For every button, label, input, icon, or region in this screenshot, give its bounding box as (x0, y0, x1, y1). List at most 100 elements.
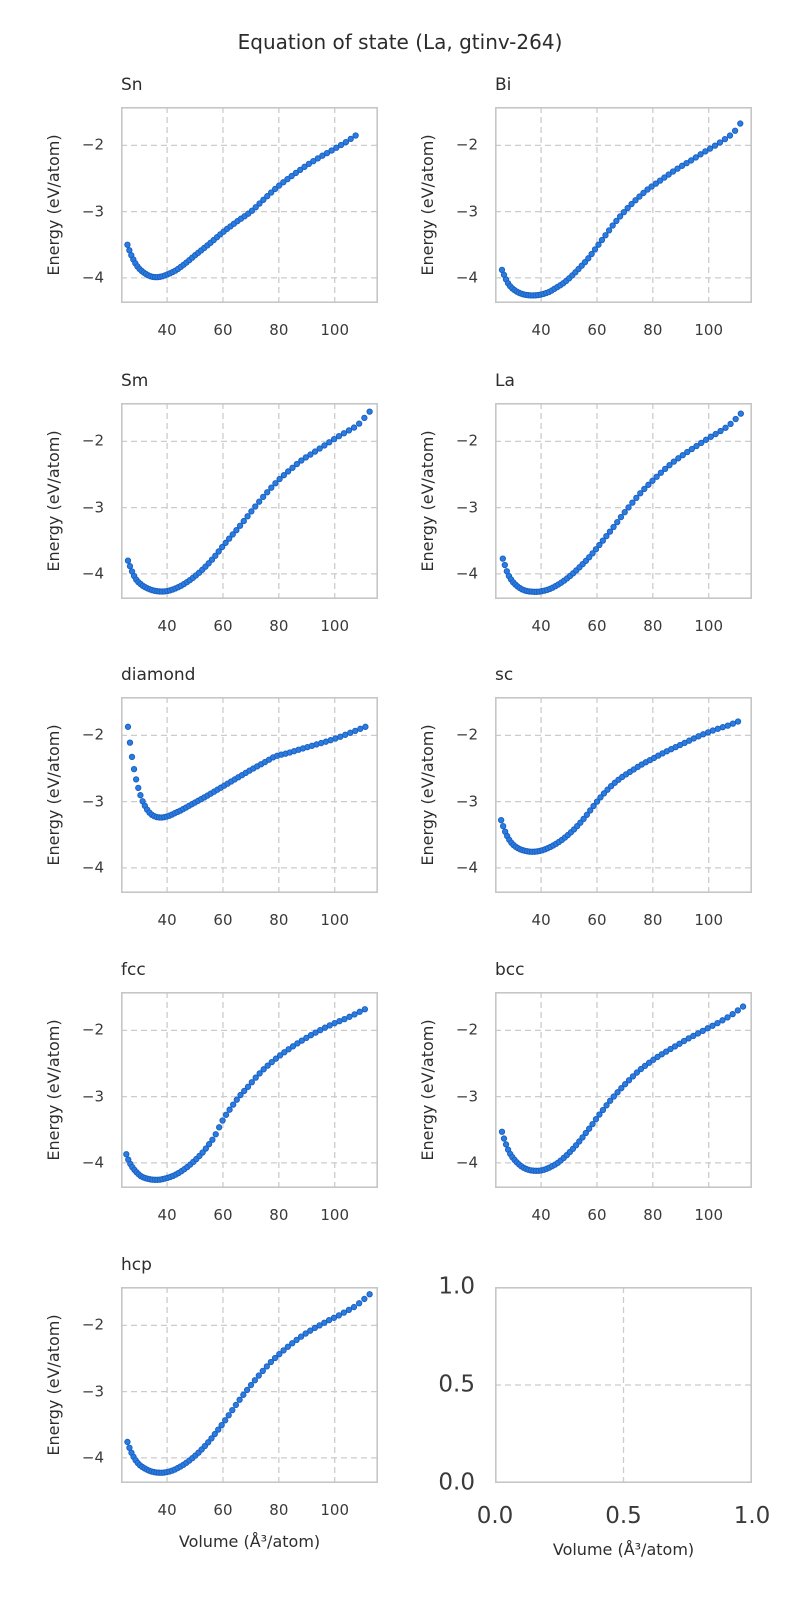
x-tick-label: 40 (531, 1206, 551, 1224)
x-tick-label: 40 (157, 1501, 177, 1519)
x-tick-label: 80 (643, 911, 663, 929)
scatter-series (498, 120, 744, 299)
x-tick-label: 100 (320, 911, 350, 929)
x-tick-label: 100 (694, 911, 724, 929)
y-tick-label: −4 (81, 564, 104, 583)
plot-border (121, 992, 378, 1188)
subplot-title: fcc (121, 960, 146, 980)
grid-lines (121, 697, 378, 893)
y-tick-label: −3 (455, 792, 478, 811)
y-tick-label: −2 (81, 1020, 104, 1039)
grid-lines (495, 107, 752, 303)
x-tick-label: 100 (320, 1206, 350, 1224)
x-tick-label: 60 (587, 911, 607, 929)
plot-border (121, 403, 378, 599)
scatter-series (499, 410, 744, 595)
x-tick-label: 60 (587, 617, 607, 635)
scatter-series (124, 408, 373, 595)
y-tick-label: −2 (455, 135, 478, 154)
grid-lines (495, 1287, 752, 1483)
y-tick-label: −4 (455, 858, 478, 877)
x-tick-label: 40 (157, 321, 177, 339)
x-tick-label: 40 (531, 321, 551, 339)
scatter-series (124, 132, 359, 281)
y-tick-label: −4 (455, 1153, 478, 1172)
x-tick-label: 0.0 (476, 1503, 514, 1529)
y-tick-label: −3 (455, 202, 478, 221)
x-tick-label: 40 (531, 911, 551, 929)
plot-border (121, 697, 378, 893)
figure-title: Equation of state (La, gtinv-264) (237, 30, 563, 54)
y-tick-label: −3 (81, 1087, 104, 1106)
scatter-series (498, 1003, 747, 1174)
plot-area (121, 1287, 378, 1483)
x-tick-label: 60 (213, 321, 233, 339)
subplot-title: Sn (121, 75, 143, 95)
y-tick-label: 0.5 (438, 1371, 475, 1398)
y-tick-label: −2 (455, 431, 478, 450)
x-tick-label: 80 (643, 321, 663, 339)
grid-lines (121, 403, 378, 599)
x-tick-label: 60 (213, 617, 233, 635)
plot-area (121, 403, 378, 599)
subplot-title: La (495, 371, 515, 391)
y-tick-label: 0.0 (438, 1469, 475, 1496)
x-tick-label: 60 (213, 911, 233, 929)
subplot-title: hcp (121, 1255, 152, 1275)
plot-border (495, 107, 752, 303)
grid-lines (121, 992, 378, 1188)
plot-area (121, 107, 378, 303)
x-tick-label: 80 (269, 1501, 289, 1519)
y-tick-label: −2 (455, 1020, 478, 1039)
plot-border (495, 1287, 752, 1483)
x-tick-label: 100 (320, 321, 350, 339)
y-tick-label: −2 (455, 725, 478, 744)
subplot-title: Sm (121, 371, 149, 391)
x-tick-label: 100 (694, 321, 724, 339)
x-tick-label: 40 (157, 617, 177, 635)
x-axis-label: Volume (Å³/atom) (552, 1540, 695, 1559)
plot-area (121, 697, 378, 893)
plot-area (495, 992, 752, 1188)
x-tick-label: 60 (213, 1501, 233, 1519)
x-tick-label: 40 (157, 911, 177, 929)
y-tick-label: −3 (81, 498, 104, 517)
y-tick-label: −2 (81, 431, 104, 450)
x-tick-label: 80 (269, 617, 289, 635)
plot-border (495, 403, 752, 599)
y-tick-label: −3 (81, 792, 104, 811)
y-tick-label: 1.0 (438, 1273, 475, 1300)
x-tick-label: 80 (269, 321, 289, 339)
x-tick-label: 60 (587, 1206, 607, 1224)
plot-area (121, 992, 378, 1188)
x-tick-label: 80 (269, 1206, 289, 1224)
plot-border (495, 697, 752, 893)
plot-area (495, 697, 752, 893)
x-tick-label: 40 (157, 1206, 177, 1224)
scatter-series (123, 1006, 369, 1183)
y-tick-label: −3 (81, 1382, 104, 1401)
grid-lines (495, 697, 752, 893)
subplot-title: sc (495, 665, 514, 685)
y-tick-label: −4 (81, 1448, 104, 1467)
x-tick-label: 60 (213, 1206, 233, 1224)
x-axis-label: Volume (Å³/atom) (178, 1532, 321, 1551)
scatter-series (498, 718, 742, 855)
subplot-title: diamond (121, 665, 196, 685)
y-tick-label: −4 (81, 1153, 104, 1172)
grid-lines (121, 107, 378, 303)
x-tick-label: 60 (587, 321, 607, 339)
x-tick-label: 80 (269, 911, 289, 929)
plot-area (495, 107, 752, 303)
scatter-series (124, 723, 369, 821)
x-tick-label: 100 (694, 617, 724, 635)
plot-area (495, 1287, 752, 1483)
y-tick-label: −4 (455, 268, 478, 287)
x-tick-label: 80 (643, 617, 663, 635)
y-tick-label: −4 (81, 268, 104, 287)
grid-lines (495, 403, 752, 599)
y-tick-label: −3 (455, 498, 478, 517)
plot-border (121, 107, 378, 303)
plot-border (121, 1287, 378, 1483)
